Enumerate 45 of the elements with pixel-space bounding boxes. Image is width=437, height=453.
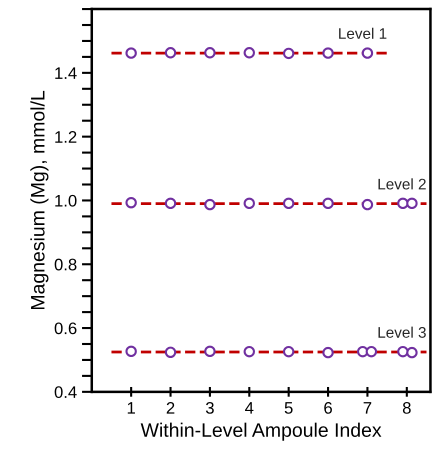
point [125,346,137,358]
x-tick-label: 1 [128,402,135,414]
y-tick-label: 0.6 [54,322,76,334]
point [164,47,176,58]
series-label: Level 1 [339,28,386,39]
x-tick-label: 4 [245,402,254,414]
x-tick-label: 5 [284,402,293,414]
x-tick-label: 8 [402,402,411,414]
series-label: Level 3 [378,326,426,338]
point [406,346,418,358]
series-label: Level 2 [378,178,426,190]
point [244,346,255,358]
point [362,198,374,210]
y-tick-label: 1.0 [55,194,77,207]
point [406,198,418,210]
point [204,198,216,210]
x-tick-label: 2 [166,402,174,414]
y-axis-title: Magnesium (Mg), mmol/L [30,90,48,310]
point [164,198,176,210]
point [125,196,137,208]
point [357,346,368,358]
y-tick-label: 1.4 [55,67,77,79]
y-tick-label: 0.4 [54,386,77,398]
point [282,346,294,358]
point [397,198,409,210]
y-tick-label: 0.8 [54,258,76,270]
point [397,346,409,358]
x-tick-label: 7 [364,402,372,414]
point [322,198,334,210]
x-axis-title: Within-Level Ampoule Index [140,422,382,441]
point [244,198,255,210]
point [282,48,294,60]
point [366,346,378,358]
point [244,47,255,58]
point [204,346,216,358]
point [282,198,294,210]
point [125,47,137,59]
point [204,47,216,58]
x-tick-label: 6 [324,402,332,414]
point [164,346,176,358]
point [322,47,334,59]
y-tick-label: 1.2 [55,131,76,143]
point [322,346,334,358]
point [362,47,374,59]
x-tick-label: 3 [206,402,214,414]
